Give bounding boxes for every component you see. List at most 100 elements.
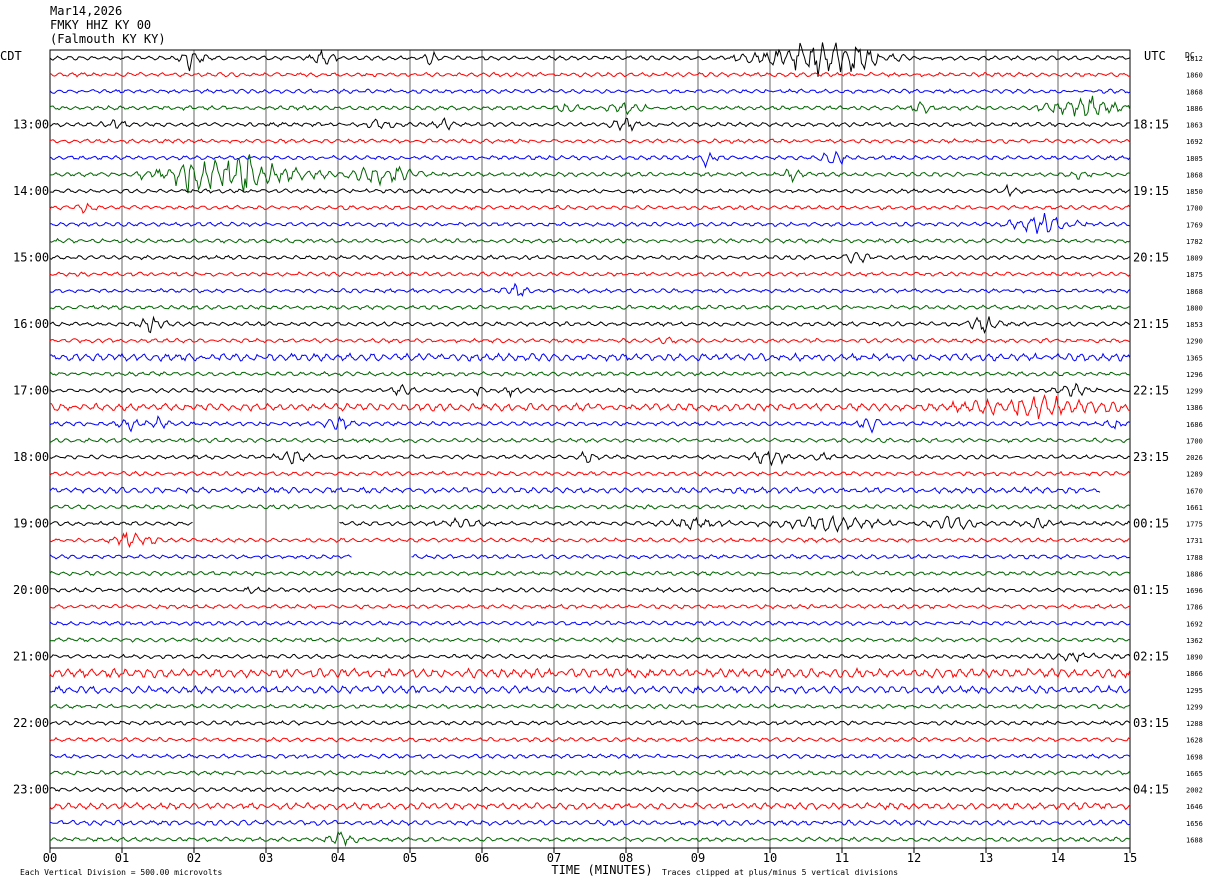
trace-row-47 (49, 830, 1131, 848)
x-tick-label: 14 (1051, 851, 1065, 865)
dc-value: 1850 (1186, 188, 1203, 196)
left-hour-label: 21:00 (13, 650, 49, 664)
dc-value: 1296 (1186, 371, 1203, 379)
station-location: (Falmouth KY KY) (50, 32, 166, 46)
dc-value: 1295 (1186, 687, 1203, 695)
x-tick-label: 01 (115, 851, 129, 865)
left-hour-label: 15:00 (13, 251, 49, 265)
right-hour-label: 19:15 (1133, 184, 1169, 198)
dc-value: 1665 (1186, 770, 1203, 778)
trace-row-20 (49, 382, 1131, 399)
dc-value: 1805 (1186, 155, 1203, 163)
dc-value: 1863 (1186, 122, 1203, 130)
trace-row-11 (49, 237, 1131, 244)
dc-value: 1812 (1186, 55, 1203, 63)
dc-value: 1868 (1186, 88, 1203, 96)
right-hour-label: 20:15 (1133, 251, 1169, 265)
dc-value: 1866 (1186, 670, 1203, 678)
dc-value: 1886 (1186, 105, 1203, 113)
label-layer: 00 01 02 03 04 05 06 07 08 09 10 11 12 13 14 15 1812 1860… (13, 55, 1203, 865)
dc-value: 1868 (1186, 288, 1203, 296)
trace-row-4 (49, 117, 1130, 132)
x-axis-title: TIME (MINUTES) (551, 863, 652, 877)
dc-value: 1786 (1186, 604, 1203, 612)
dc-value: 1288 (1186, 720, 1203, 728)
dc-value: 1788 (1186, 554, 1203, 562)
trace-row-37 (49, 666, 1131, 680)
trace-row-14 (49, 282, 1131, 297)
dc-value: 1860 (1186, 72, 1203, 80)
dc-value: 1696 (1186, 587, 1203, 595)
trace-row-43 (49, 769, 1131, 776)
x-tick-label: 04 (331, 851, 345, 865)
plot-grid (49, 49, 1131, 853)
dc-value: 1809 (1186, 255, 1203, 263)
left-hour-label: 23:00 (13, 783, 49, 797)
left-hour-label: 20:00 (13, 583, 49, 597)
trace-row-5 (49, 138, 1131, 145)
dc-column-header: DC (1185, 51, 1195, 60)
right-hour-label: 03:15 (1133, 716, 1169, 730)
trace-row-34 (49, 620, 1131, 627)
trace-row-36 (49, 652, 1131, 663)
dc-value: 1628 (1186, 737, 1203, 745)
dc-value: 1289 (1186, 471, 1203, 479)
dc-value: 1656 (1186, 820, 1203, 828)
dc-value: 1692 (1186, 620, 1203, 628)
scale-note: Each Vertical Division = 500.00 microvol… (20, 868, 222, 877)
left-hour-label: 14:00 (13, 184, 49, 198)
x-tick-label: 06 (475, 851, 489, 865)
dc-value: 1875 (1186, 271, 1203, 279)
x-tick-label: 00 (43, 851, 57, 865)
trace-row-32 (49, 586, 1131, 595)
dc-value: 1769 (1186, 221, 1203, 229)
right-hour-label: 22:15 (1133, 384, 1169, 398)
dc-value: 1692 (1186, 138, 1203, 146)
trace-row-0 (49, 42, 1131, 77)
trace-row-25 (49, 470, 1131, 477)
trace-row-31 (49, 570, 1131, 577)
trace-row-39 (49, 703, 1131, 710)
right-hour-label: 02:15 (1133, 650, 1169, 664)
x-tick-label: 09 (691, 851, 705, 865)
trace-row-24 (49, 450, 1131, 467)
trace-row-21 (49, 394, 1131, 420)
dc-value: 1890 (1186, 654, 1203, 662)
dc-value: 1731 (1186, 537, 1203, 545)
trace-row-8 (49, 183, 1131, 198)
x-tick-label: 13 (979, 851, 993, 865)
x-tick-label: 03 (259, 851, 273, 865)
trace-row-41 (49, 736, 1131, 743)
dc-value: 1290 (1186, 338, 1203, 346)
trace-row-18 (49, 352, 1131, 363)
right-hour-label: 04:15 (1133, 783, 1169, 797)
dc-value: 1688 (1186, 836, 1203, 844)
dc-value: 1868 (1186, 171, 1203, 179)
trace-row-27 (49, 503, 1131, 510)
right-hour-label: 18:15 (1133, 118, 1169, 132)
trace-row-40 (49, 720, 1131, 726)
left-hour-label: 22:00 (13, 716, 49, 730)
left-hour-label: 19:00 (13, 517, 49, 531)
x-tick-label: 15 (1123, 851, 1137, 865)
dc-value: 1782 (1186, 238, 1203, 246)
dc-value: 1362 (1186, 637, 1203, 645)
dc-value: 1775 (1186, 521, 1203, 529)
trace-row-7 (49, 154, 1131, 194)
trace-row-10 (50, 213, 1131, 234)
trace-row-1 (49, 71, 1131, 78)
trace-row-26 (49, 486, 1101, 495)
trace-row-28 (49, 514, 1131, 533)
trace-row-9 (49, 202, 1131, 214)
dc-value: 1853 (1186, 321, 1203, 329)
dc-value: 1386 (1186, 404, 1203, 412)
dc-value: 1886 (1186, 570, 1203, 578)
x-tick-label: 02 (187, 851, 201, 865)
x-tick-label: 11 (835, 851, 849, 865)
dc-value: 1698 (1186, 753, 1203, 761)
right-hour-label: 01:15 (1133, 583, 1169, 597)
dc-value: 1299 (1186, 388, 1203, 396)
left-hour-label: 17:00 (13, 384, 49, 398)
dc-value: 1800 (1186, 304, 1203, 312)
trace-row-44 (49, 786, 1131, 793)
